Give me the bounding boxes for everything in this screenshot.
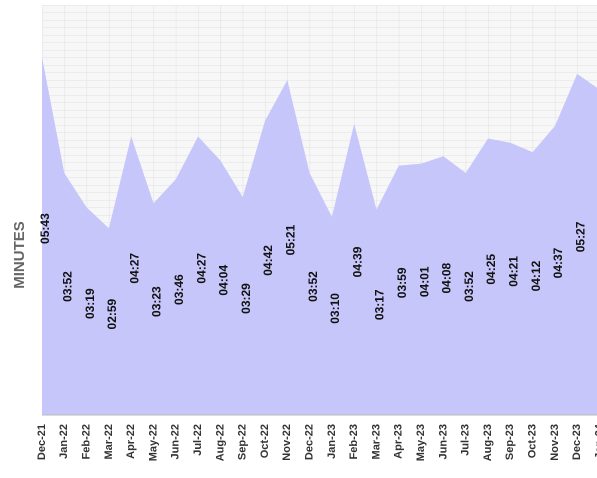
x-tick-label: Apr-22 (125, 424, 137, 459)
value-label: 04:27 (127, 253, 141, 284)
value-label: 05:21 (283, 224, 297, 255)
value-label: 04:37 (551, 247, 565, 278)
x-tick-label: Jan-22 (58, 424, 70, 459)
value-label: 03:17 (373, 289, 387, 320)
x-tick-label: Nov-23 (549, 424, 561, 461)
value-label: 03:59 (395, 267, 409, 298)
value-label: 04:04 (217, 265, 231, 296)
value-label: 04:12 (529, 260, 543, 291)
x-tick-label: Feb-22 (81, 424, 93, 459)
value-label: 05:43 (38, 213, 52, 244)
x-tick-label: Aug-23 (482, 424, 494, 461)
x-tick-label: Apr-23 (393, 424, 405, 459)
value-label: 03:10 (328, 293, 342, 324)
x-tick-label: Mar-23 (370, 424, 382, 459)
x-tick-label: Sep-22 (237, 424, 249, 460)
value-label: 03:23 (150, 286, 164, 317)
value-label: 03:19 (83, 288, 97, 319)
x-tick-label: Dec-23 (571, 424, 583, 460)
value-label: 04:21 (506, 256, 520, 287)
x-tick-label: Dec-22 (304, 424, 316, 460)
value-label: 04:25 (484, 254, 498, 285)
value-label: 04:01 (417, 266, 431, 297)
x-tick-label: Sep-23 (504, 424, 516, 460)
value-label: 05:27 (573, 221, 587, 252)
x-tick-label: Jul-23 (460, 424, 472, 456)
x-tick-label: Aug-22 (214, 424, 226, 461)
x-tick-label: May-23 (415, 424, 427, 461)
x-tick-label: Dec-21 (36, 424, 48, 460)
value-label: 04:42 (261, 245, 275, 276)
value-label: 04:39 (350, 246, 364, 277)
x-tick-label: Feb-23 (348, 424, 360, 459)
value-label: 03:52 (306, 271, 320, 302)
x-tick-label: Oct-22 (259, 424, 271, 458)
x-tick-label: May-22 (147, 424, 159, 461)
x-tick-label: Jun-22 (170, 424, 182, 459)
x-tick-label: Oct-23 (527, 424, 539, 458)
x-tick-label: Nov-22 (281, 424, 293, 461)
value-label: 04:27 (194, 253, 208, 284)
value-label: 05:12 (596, 229, 597, 260)
x-tick-label: Jun-23 (437, 424, 449, 459)
x-tick-label: Jan-23 (326, 424, 338, 459)
value-label: 03:52 (60, 271, 74, 302)
y-axis-label: MINUTES (11, 221, 28, 289)
x-tick-label: Mar-22 (103, 424, 115, 459)
area (42, 57, 597, 415)
value-label: 03:52 (462, 271, 476, 302)
value-label: 04:08 (440, 262, 454, 293)
x-tick-label: Jul-22 (192, 424, 204, 456)
value-label: 02:59 (105, 298, 119, 329)
value-label: 03:29 (239, 283, 253, 314)
x-tick-label: Jan-24 (593, 423, 597, 459)
value-label: 03:46 (172, 274, 186, 305)
